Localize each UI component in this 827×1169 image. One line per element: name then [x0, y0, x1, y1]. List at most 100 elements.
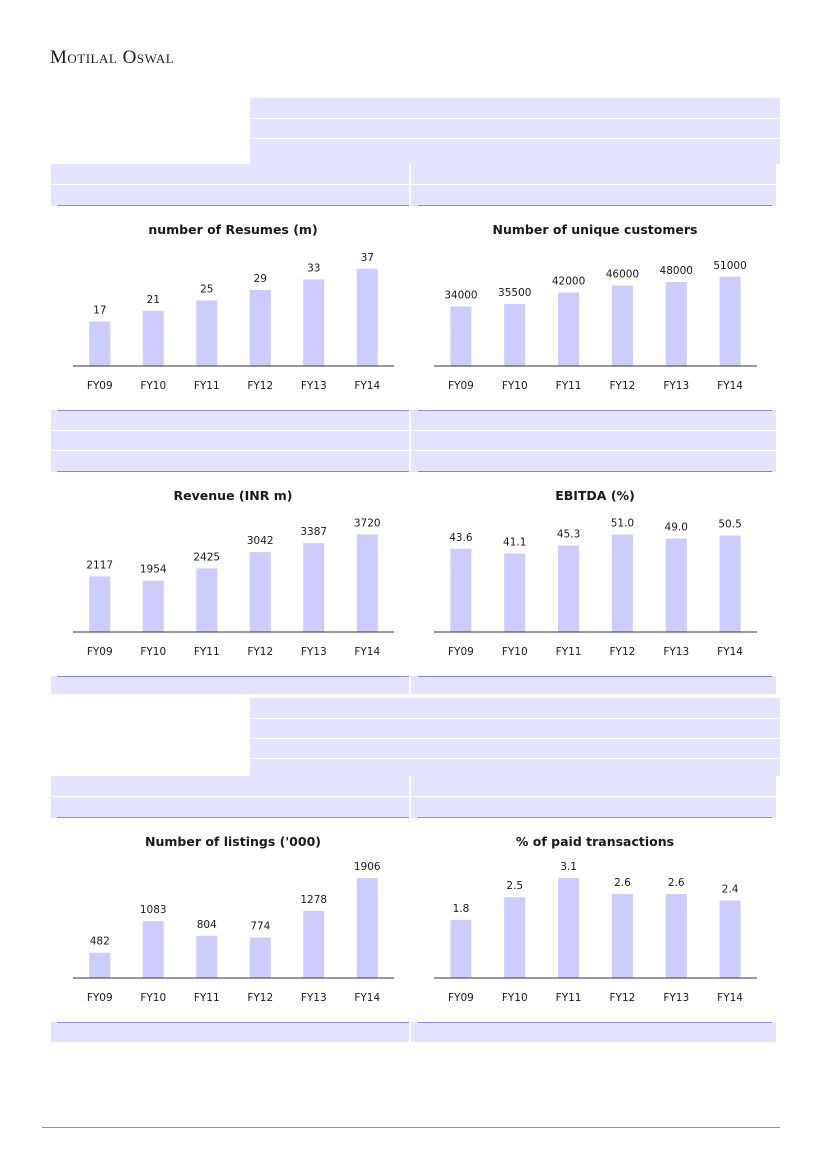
exhibit-caption-band — [51, 164, 776, 206]
data-label: 1083 — [140, 904, 167, 916]
x-tick-label: FY14 — [354, 380, 380, 392]
x-tick-label: FY09 — [448, 992, 474, 1004]
bar — [303, 543, 325, 632]
bar — [89, 321, 111, 366]
data-label: 29 — [254, 273, 267, 285]
bar — [665, 894, 687, 978]
data-label: 45.3 — [557, 529, 580, 541]
x-tick-label: FY11 — [556, 992, 582, 1004]
source-note-band — [51, 1022, 776, 1042]
chart-ebitda: EBITDA (%) 43.6 FY09 41.1 FY10 45.3 FY11 51.0 FY… — [418, 471, 772, 677]
chart-unique-customers: Number of unique customers 34000 FY09 35500… — [418, 205, 772, 411]
x-tick-label: FY13 — [301, 646, 327, 658]
x-tick-label: FY10 — [502, 380, 528, 392]
x-tick-label: FY09 — [87, 646, 113, 658]
data-label: 48000 — [660, 265, 693, 277]
bar — [89, 576, 111, 632]
bar — [450, 548, 472, 632]
bar — [611, 894, 633, 978]
x-tick-label: FY11 — [194, 992, 220, 1004]
bar — [450, 306, 472, 366]
data-label: 2.6 — [668, 877, 685, 889]
data-label: 50.5 — [718, 519, 741, 531]
chart-title: EBITDA (%) — [555, 488, 635, 503]
bar — [558, 877, 580, 978]
data-label: 1906 — [354, 861, 381, 873]
bar — [249, 552, 271, 632]
data-label: 17 — [93, 304, 106, 316]
exhibit-caption-band — [51, 410, 776, 472]
chart-title: Revenue (INR m) — [174, 488, 293, 503]
x-tick-label: FY11 — [556, 380, 582, 392]
chart-listings: Number of listings ('000) 482 FY09 1083 FY10… — [57, 817, 409, 1023]
exhibit-title-band — [250, 698, 780, 776]
x-tick-label: FY10 — [140, 380, 166, 392]
data-label: 2425 — [193, 551, 220, 563]
data-label: 33 — [307, 262, 320, 274]
chart-paid-transactions: % of paid transactions 1.8 FY09 2.5 FY10 3.1 F… — [418, 817, 772, 1023]
data-label: 1954 — [140, 564, 167, 576]
x-tick-label: FY10 — [140, 992, 166, 1004]
data-label: 46000 — [606, 269, 639, 281]
chart-title: number of Resumes (m) — [148, 222, 317, 237]
bar — [142, 921, 164, 978]
bar — [196, 568, 218, 632]
data-label: 21 — [147, 294, 160, 306]
bar — [719, 900, 741, 978]
bar — [249, 937, 271, 978]
x-tick-label: FY14 — [717, 380, 743, 392]
x-tick-label: FY10 — [502, 646, 528, 658]
chart-title: % of paid transactions — [516, 834, 674, 849]
data-label: 2.6 — [614, 877, 631, 889]
data-label: 3.1 — [560, 861, 577, 873]
x-tick-label: FY09 — [448, 380, 474, 392]
footer-rule — [42, 1127, 780, 1128]
x-tick-label: FY13 — [663, 992, 689, 1004]
data-label: 2117 — [86, 559, 113, 571]
exhibit-caption-band — [51, 776, 776, 818]
x-tick-label: FY13 — [663, 646, 689, 658]
data-label: 25 — [200, 283, 213, 295]
bar — [356, 534, 378, 632]
data-label: 1.8 — [453, 903, 470, 915]
data-label: 42000 — [552, 276, 585, 288]
bar — [450, 919, 472, 978]
bar — [356, 268, 378, 366]
x-tick-label: FY12 — [247, 646, 273, 658]
bar — [719, 535, 741, 632]
source-note-band — [51, 676, 776, 694]
x-tick-label: FY14 — [354, 646, 380, 658]
data-label: 41.1 — [503, 537, 526, 549]
data-label: 37 — [361, 252, 374, 264]
data-label: 2.5 — [506, 880, 523, 892]
bar — [142, 310, 164, 366]
x-tick-label: FY13 — [301, 992, 327, 1004]
x-tick-label: FY11 — [194, 646, 220, 658]
x-tick-label: FY13 — [663, 380, 689, 392]
bar — [504, 303, 526, 366]
x-tick-label: FY09 — [448, 646, 474, 658]
bar — [558, 292, 580, 366]
bar — [196, 935, 218, 978]
x-tick-label: FY13 — [301, 380, 327, 392]
x-tick-label: FY14 — [717, 992, 743, 1004]
bar — [665, 282, 687, 366]
chart-title: Number of listings ('000) — [145, 834, 321, 849]
data-label: 49.0 — [665, 521, 688, 533]
data-label: 34000 — [444, 290, 477, 302]
x-tick-label: FY12 — [610, 380, 636, 392]
bar — [303, 910, 325, 978]
x-tick-label: FY12 — [610, 646, 636, 658]
bar — [303, 279, 325, 366]
x-tick-label: FY12 — [610, 992, 636, 1004]
data-label: 1278 — [300, 894, 327, 906]
x-tick-label: FY10 — [502, 992, 528, 1004]
bar — [611, 285, 633, 366]
chart-title: Number of unique customers — [493, 222, 698, 237]
bar — [665, 538, 687, 632]
bar — [196, 300, 218, 366]
x-tick-label: FY10 — [140, 646, 166, 658]
data-label: 774 — [250, 920, 270, 932]
x-tick-label: FY12 — [247, 992, 273, 1004]
data-label: 43.6 — [449, 532, 473, 544]
